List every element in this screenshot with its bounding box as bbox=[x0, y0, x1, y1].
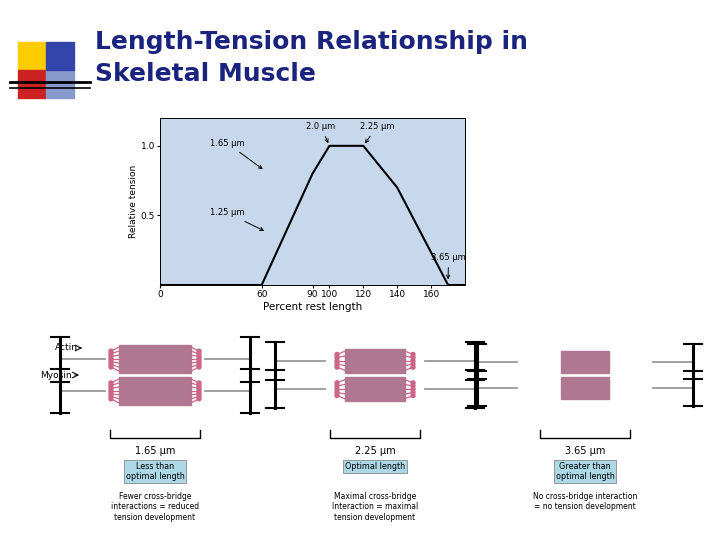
Circle shape bbox=[109, 394, 113, 398]
Circle shape bbox=[197, 365, 201, 369]
X-axis label: Percent rest length: Percent rest length bbox=[263, 302, 362, 312]
Circle shape bbox=[197, 349, 201, 353]
Circle shape bbox=[109, 354, 113, 359]
Circle shape bbox=[197, 360, 201, 364]
Circle shape bbox=[197, 352, 201, 356]
Circle shape bbox=[335, 390, 339, 394]
Circle shape bbox=[109, 365, 113, 369]
Text: 2.25 μm: 2.25 μm bbox=[359, 122, 394, 143]
Circle shape bbox=[197, 357, 201, 361]
Text: Optimal length: Optimal length bbox=[345, 462, 405, 471]
Circle shape bbox=[109, 386, 113, 390]
Circle shape bbox=[411, 394, 415, 397]
Circle shape bbox=[109, 357, 113, 361]
Text: Greater than
optimal length: Greater than optimal length bbox=[556, 462, 614, 481]
Text: 3.65 μm: 3.65 μm bbox=[431, 253, 466, 278]
Circle shape bbox=[335, 359, 339, 363]
Circle shape bbox=[197, 354, 201, 359]
Y-axis label: Relative tension: Relative tension bbox=[129, 165, 138, 238]
Circle shape bbox=[411, 365, 415, 369]
Text: Less than
optimal length: Less than optimal length bbox=[125, 462, 184, 481]
Text: Maximal cross-bridge
Interaction = maximal
tension development: Maximal cross-bridge Interaction = maxim… bbox=[332, 492, 418, 522]
Text: 2.0 μm: 2.0 μm bbox=[306, 122, 336, 143]
Circle shape bbox=[335, 362, 339, 366]
Text: Actin: Actin bbox=[55, 343, 78, 353]
Circle shape bbox=[335, 394, 339, 397]
Bar bbox=[46, 70, 74, 98]
Circle shape bbox=[109, 389, 113, 393]
Circle shape bbox=[411, 390, 415, 394]
Text: Myosin: Myosin bbox=[40, 370, 72, 380]
Bar bbox=[18, 42, 46, 70]
Circle shape bbox=[411, 384, 415, 388]
Text: 1.65 μm: 1.65 μm bbox=[135, 446, 175, 456]
Circle shape bbox=[335, 384, 339, 388]
Bar bbox=[345, 377, 405, 401]
Circle shape bbox=[335, 353, 339, 356]
Circle shape bbox=[197, 383, 201, 388]
Circle shape bbox=[197, 394, 201, 398]
Circle shape bbox=[109, 362, 113, 366]
Text: 3.65 μm: 3.65 μm bbox=[564, 446, 606, 456]
Circle shape bbox=[109, 352, 113, 356]
Circle shape bbox=[335, 365, 339, 369]
Bar bbox=[18, 70, 46, 98]
Circle shape bbox=[109, 383, 113, 388]
Circle shape bbox=[109, 360, 113, 364]
Circle shape bbox=[197, 397, 201, 401]
Text: 2.25 μm: 2.25 μm bbox=[355, 446, 395, 456]
Bar bbox=[119, 345, 191, 373]
Circle shape bbox=[197, 362, 201, 366]
Text: Skeletal Muscle: Skeletal Muscle bbox=[95, 62, 316, 86]
Circle shape bbox=[197, 386, 201, 390]
Circle shape bbox=[411, 362, 415, 366]
Bar bbox=[46, 42, 74, 70]
Circle shape bbox=[197, 389, 201, 393]
Text: 1.65 μm: 1.65 μm bbox=[210, 139, 262, 168]
Circle shape bbox=[411, 356, 415, 360]
Circle shape bbox=[411, 353, 415, 356]
Bar bbox=[119, 377, 191, 405]
Circle shape bbox=[109, 392, 113, 395]
Circle shape bbox=[411, 381, 415, 385]
Text: Fewer cross-bridge
interactions = reduced
tension development: Fewer cross-bridge interactions = reduce… bbox=[111, 492, 199, 522]
Circle shape bbox=[335, 387, 339, 391]
Text: No cross-bridge interaction
= no tension development: No cross-bridge interaction = no tension… bbox=[533, 492, 637, 511]
Circle shape bbox=[411, 387, 415, 391]
Circle shape bbox=[335, 356, 339, 360]
Text: Length-Tension Relationship in: Length-Tension Relationship in bbox=[95, 30, 528, 54]
Circle shape bbox=[109, 397, 113, 401]
Circle shape bbox=[197, 381, 201, 385]
Text: 1.25 μm: 1.25 μm bbox=[210, 208, 264, 231]
Circle shape bbox=[109, 381, 113, 385]
Bar bbox=[561, 377, 609, 400]
Circle shape bbox=[411, 359, 415, 363]
Circle shape bbox=[109, 349, 113, 353]
Bar bbox=[561, 350, 609, 373]
Bar bbox=[345, 349, 405, 373]
Circle shape bbox=[197, 392, 201, 395]
Circle shape bbox=[335, 381, 339, 385]
